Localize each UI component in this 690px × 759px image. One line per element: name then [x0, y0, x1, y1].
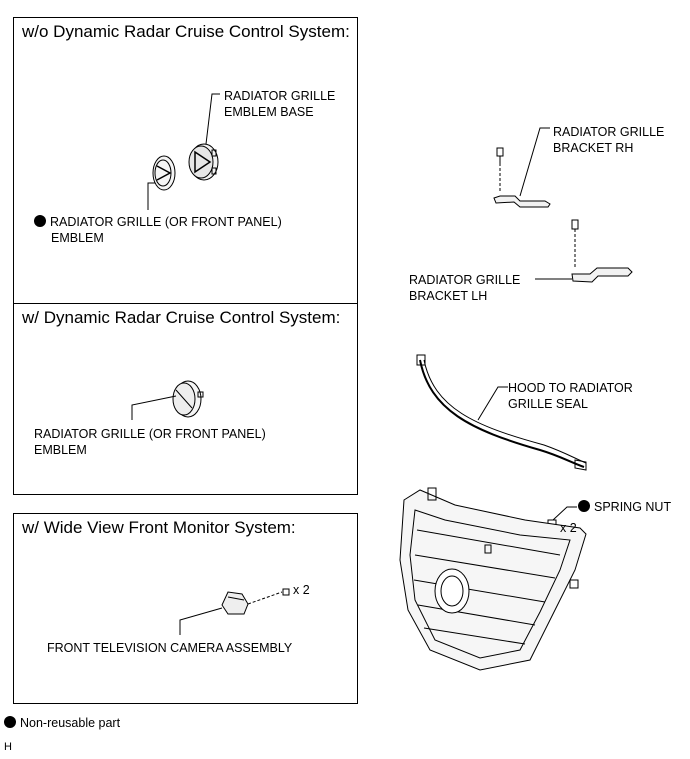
- panel-w-radar-title: w/ Dynamic Radar Cruise Control System:: [22, 308, 341, 327]
- hood-seal-part: [416, 354, 587, 471]
- seal-label-line2: GRILLE SEAL: [508, 397, 588, 411]
- seal-label-line1: HOOD TO RADIATOR: [508, 381, 633, 395]
- emblem-radar-label-line2: EMBLEM: [34, 443, 87, 457]
- spring-nut-label: SPRING NUT: [578, 499, 671, 515]
- bracket-lh-label: RADIATOR GRILLE BRACKET LH: [409, 272, 520, 304]
- non-reusable-icon: [34, 215, 46, 227]
- legend: Non-reusable part: [4, 716, 120, 730]
- emblem-label-line1: RADIATOR GRILLE (OR FRONT PANEL): [34, 214, 282, 230]
- camera-screw-qty: x 2: [293, 583, 310, 597]
- emblem-base-label-line2: EMBLEM BASE: [224, 105, 314, 119]
- bracket-lh-label-line2: BRACKET LH: [409, 289, 488, 303]
- emblem-radar-label-line1: RADIATOR GRILLE (OR FRONT PANEL): [34, 427, 266, 441]
- legend-text: Non-reusable part: [20, 716, 121, 730]
- emblem-label-line2: EMBLEM: [51, 231, 104, 245]
- camera-label: FRONT TELEVISION CAMERA ASSEMBLY: [47, 641, 293, 655]
- bracket-rh-part: [493, 147, 551, 208]
- panel-wo-radar-title: w/o Dynamic Radar Cruise Control System:: [22, 22, 350, 41]
- emblem-part: [152, 155, 176, 191]
- panel-wide-view: w/ Wide View Front Monitor System:: [13, 513, 358, 704]
- bracket-rh-label-line2: BRACKET RH: [553, 141, 634, 155]
- spring-nut-label-text: SPRING NUT: [594, 500, 672, 514]
- figure-id: H: [4, 741, 12, 753]
- emblem-base-label: RADIATOR GRILLE EMBLEM BASE: [224, 88, 335, 120]
- bracket-lh-label-line1: RADIATOR GRILLE: [409, 273, 521, 287]
- emblem-base-label-line1: RADIATOR GRILLE: [224, 89, 336, 103]
- non-reusable-icon: [578, 500, 590, 512]
- panel-w-radar: w/ Dynamic Radar Cruise Control System:: [13, 303, 358, 495]
- non-reusable-icon: [4, 716, 16, 728]
- emblem-label-line1-text: RADIATOR GRILLE (OR FRONT PANEL): [50, 215, 282, 229]
- bracket-rh-label: RADIATOR GRILLE BRACKET RH: [553, 124, 664, 156]
- spring-nut-qty: x 2: [560, 521, 577, 535]
- panel-wide-view-title: w/ Wide View Front Monitor System:: [22, 518, 296, 537]
- emblem-base-part: [188, 143, 219, 181]
- seal-label: HOOD TO RADIATOR GRILLE SEAL: [508, 380, 633, 412]
- emblem-radar-label: RADIATOR GRILLE (OR FRONT PANEL) EMBLEM: [34, 426, 266, 458]
- emblem-label: RADIATOR GRILLE (OR FRONT PANEL) EMBLEM: [34, 214, 282, 246]
- camera-part: [221, 588, 290, 615]
- radiator-grille-part: [399, 487, 587, 671]
- emblem-radar-part: [172, 380, 204, 418]
- bracket-lh-part: [571, 219, 633, 283]
- bracket-rh-label-line1: RADIATOR GRILLE: [553, 125, 665, 139]
